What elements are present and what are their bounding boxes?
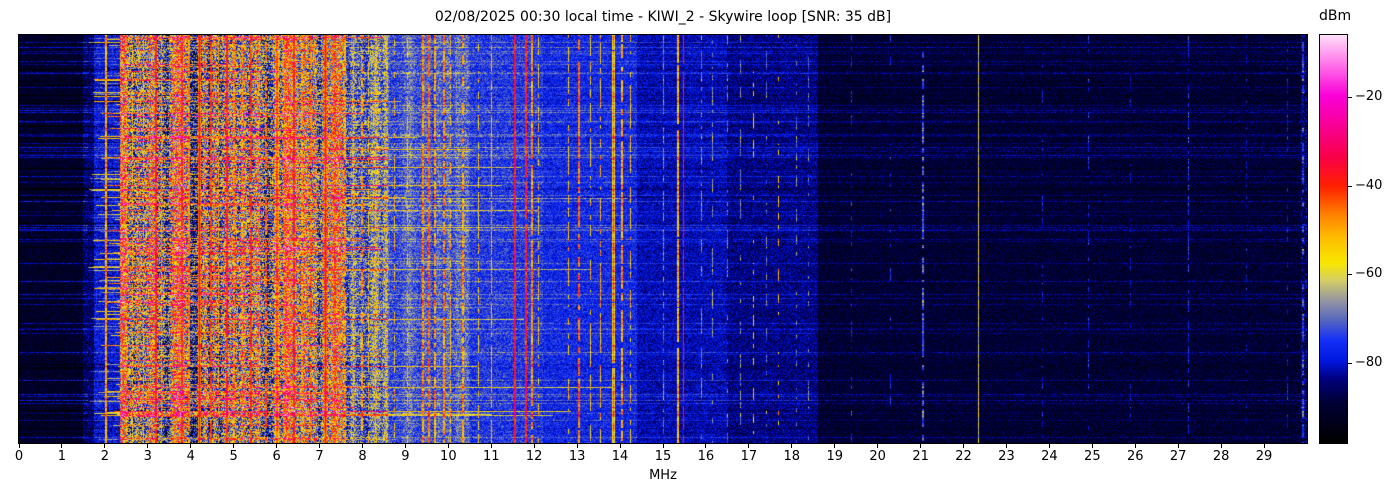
x-tick bbox=[147, 444, 149, 448]
x-tick-label: 0 bbox=[14, 449, 24, 464]
x-tick bbox=[834, 444, 836, 448]
x-tick bbox=[791, 444, 793, 448]
x-tick bbox=[705, 444, 707, 448]
x-tick-label: 6 bbox=[272, 449, 281, 464]
x-tick-label: 20 bbox=[869, 449, 886, 464]
x-tick-label: 24 bbox=[1041, 449, 1058, 464]
x-tick-label: 22 bbox=[955, 449, 972, 464]
x-tick bbox=[1263, 444, 1265, 448]
x-tick-label: 16 bbox=[697, 449, 715, 464]
chart-title: 02/08/2025 00:30 local time - KIWI_2 - S… bbox=[434, 9, 892, 25]
x-tick-label: 25 bbox=[1084, 449, 1101, 464]
x-tick-label: 7 bbox=[315, 449, 324, 464]
x-tick bbox=[404, 444, 406, 448]
x-tick bbox=[490, 444, 492, 448]
colorbar-tick-label: −40 bbox=[1355, 177, 1383, 193]
x-tick bbox=[920, 444, 922, 448]
x-tick-label: 10 bbox=[440, 449, 457, 464]
spectrogram-canvas bbox=[19, 35, 1307, 443]
x-tick-label: 17 bbox=[740, 449, 758, 464]
x-tick-label: 28 bbox=[1212, 449, 1230, 464]
x-tick-label: 3 bbox=[143, 449, 152, 464]
x-tick bbox=[319, 444, 321, 448]
x-tick-label: 19 bbox=[826, 449, 843, 464]
x-tick bbox=[104, 444, 106, 448]
x-tick bbox=[533, 444, 535, 448]
colorbar-tick-label: −80 bbox=[1355, 355, 1383, 371]
x-tick bbox=[61, 444, 63, 448]
x-tick-label: 23 bbox=[998, 449, 1015, 464]
x-tick bbox=[963, 444, 965, 448]
x-tick-label: 8 bbox=[358, 449, 367, 464]
x-tick bbox=[1134, 444, 1136, 448]
x-tick bbox=[190, 444, 192, 448]
x-tick-label: 14 bbox=[611, 449, 629, 464]
x-tick-label: 26 bbox=[1126, 449, 1144, 464]
x-tick-label: 13 bbox=[568, 449, 586, 464]
x-tick-label: 15 bbox=[654, 449, 672, 464]
x-tick bbox=[662, 444, 664, 448]
x-tick bbox=[877, 444, 879, 448]
colorbar-tick bbox=[1348, 185, 1352, 187]
x-tick bbox=[1048, 444, 1050, 448]
colorbar bbox=[1319, 34, 1348, 444]
colorbar-tick bbox=[1348, 274, 1352, 276]
colorbar-tick bbox=[1348, 363, 1352, 365]
x-tick bbox=[447, 444, 449, 448]
x-axis-label: MHz bbox=[649, 468, 677, 483]
x-tick-label: 29 bbox=[1255, 449, 1273, 464]
x-tick bbox=[1005, 444, 1007, 448]
x-tick-label: 1 bbox=[57, 449, 67, 464]
x-tick bbox=[1091, 444, 1093, 448]
x-tick-label: 21 bbox=[912, 449, 929, 464]
x-tick-label: 11 bbox=[482, 449, 500, 464]
x-tick bbox=[748, 444, 750, 448]
x-tick-label: 9 bbox=[401, 449, 410, 464]
colorbar-tick-label: −20 bbox=[1355, 89, 1383, 105]
x-tick-label: 4 bbox=[186, 449, 195, 464]
colorbar-label: dBm bbox=[1319, 8, 1352, 24]
x-tick-label: 18 bbox=[783, 449, 801, 464]
colorbar-tick-label: −60 bbox=[1355, 266, 1383, 282]
x-tick bbox=[576, 444, 578, 448]
x-tick bbox=[361, 444, 363, 448]
plot-frame bbox=[18, 34, 1308, 444]
x-tick bbox=[233, 444, 235, 448]
x-tick bbox=[276, 444, 278, 448]
x-tick bbox=[1220, 444, 1222, 448]
x-tick-label: 12 bbox=[525, 449, 543, 464]
x-tick bbox=[18, 444, 20, 448]
x-tick-label: 5 bbox=[229, 449, 238, 464]
x-tick-label: 2 bbox=[100, 449, 109, 464]
x-tick bbox=[619, 444, 621, 448]
colorbar-canvas bbox=[1320, 35, 1347, 443]
x-tick bbox=[1177, 444, 1179, 448]
x-tick-label: 27 bbox=[1169, 449, 1187, 464]
colorbar-tick bbox=[1348, 97, 1352, 99]
